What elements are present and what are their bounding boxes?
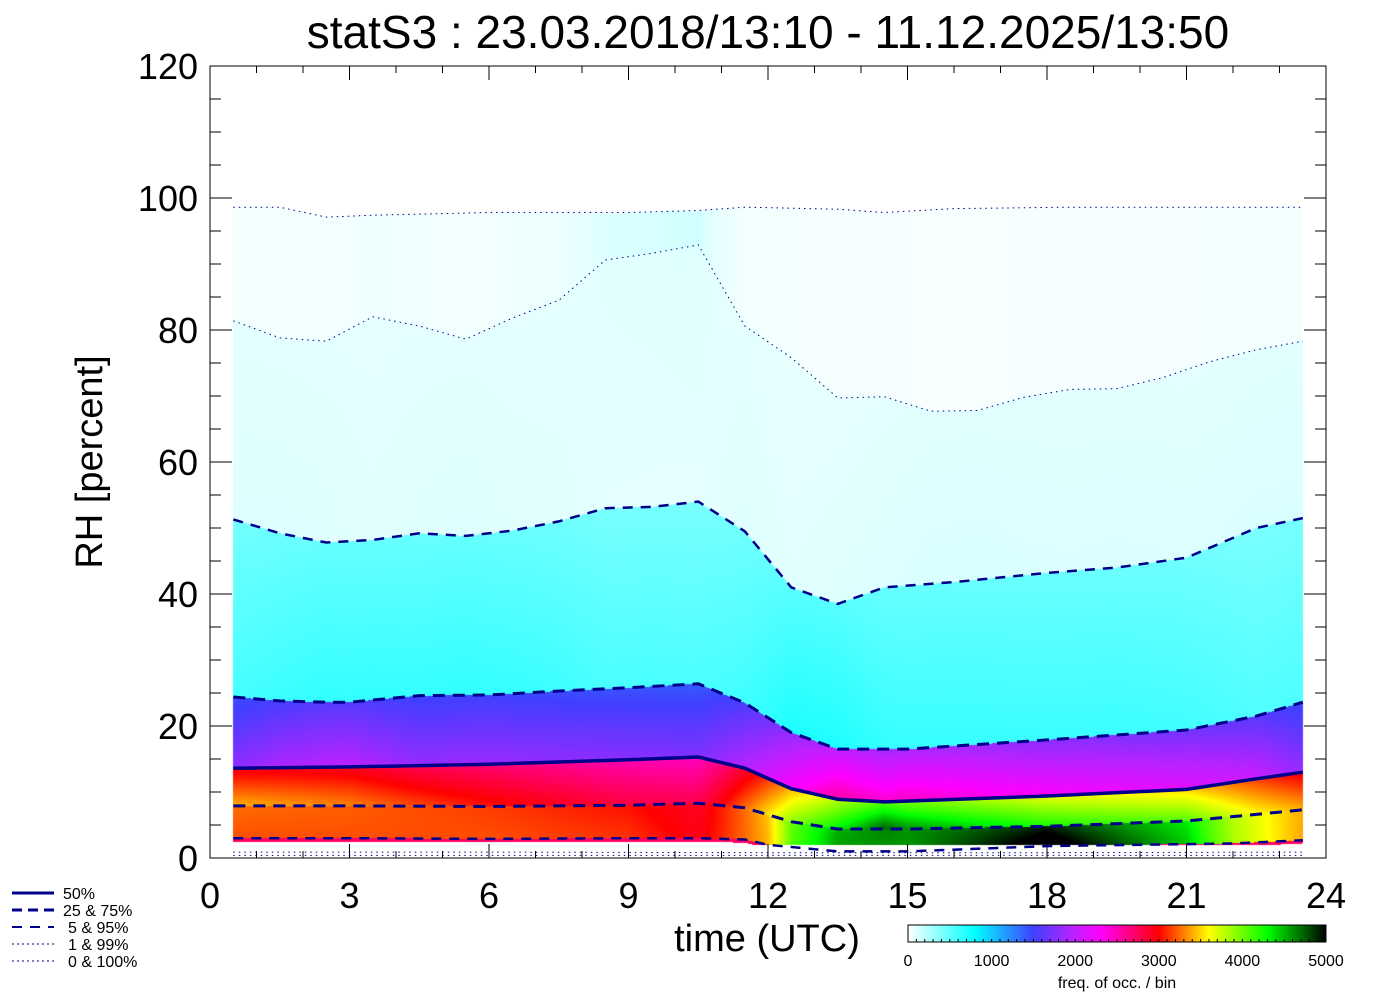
y-axis-label: RH [percent] bbox=[69, 355, 111, 568]
colorbar-tick-label: 4000 bbox=[1225, 953, 1261, 970]
x-axis-label: time (UTC) bbox=[674, 918, 860, 960]
legend-label: 0 & 100% bbox=[68, 954, 137, 971]
legend-label: 25 & 75% bbox=[63, 903, 132, 920]
x-tick-label: 24 bbox=[1306, 875, 1346, 916]
x-tick-label: 9 bbox=[618, 875, 638, 916]
y-tick-label: 40 bbox=[158, 574, 198, 615]
x-tick-label: 6 bbox=[479, 875, 499, 916]
x-tick-label: 15 bbox=[887, 875, 927, 916]
colorbar-tick-label: 5000 bbox=[1308, 953, 1344, 970]
percentile-line-100pct bbox=[233, 206, 1303, 218]
frequency-heatmap bbox=[210, 66, 1326, 858]
colorbar-label: freq. of occ. / bin bbox=[1058, 975, 1176, 992]
x-tick-label: 21 bbox=[1166, 875, 1206, 916]
legend-label: 50% bbox=[63, 886, 95, 903]
y-tick-label: 0 bbox=[178, 838, 198, 879]
y-tick-label: 20 bbox=[158, 706, 198, 747]
y-tick-label: 100 bbox=[138, 178, 198, 219]
legend-label: 1 & 99% bbox=[68, 937, 128, 954]
percentile-line-99pct bbox=[233, 244, 1303, 412]
colorbar-tick-label: 2000 bbox=[1057, 953, 1093, 970]
colorbar-tick-label: 3000 bbox=[1141, 953, 1177, 970]
x-tick-label: 12 bbox=[748, 875, 788, 916]
y-tick-label: 80 bbox=[158, 310, 198, 351]
percentile-line-75pct bbox=[233, 682, 1304, 751]
x-tick-label: 0 bbox=[200, 875, 220, 916]
percentile-line-95pct bbox=[232, 500, 1304, 606]
x-tick-label: 18 bbox=[1027, 875, 1067, 916]
percentile-line-5pct bbox=[233, 836, 1303, 853]
colorbar-tick-label: 0 bbox=[904, 953, 913, 970]
percentile-line-25pct bbox=[233, 801, 1303, 831]
colorbar-tick-label: 1000 bbox=[974, 953, 1010, 970]
percentile-line-50pct bbox=[233, 755, 1304, 804]
y-tick-label: 60 bbox=[158, 442, 198, 483]
percentile-line-1pct bbox=[233, 851, 1303, 854]
x-tick-label: 3 bbox=[339, 875, 359, 916]
chart-title: statS3 : 23.03.2018/13:10 - 11.12.2025/1… bbox=[307, 6, 1229, 58]
plot-frame bbox=[209, 65, 1327, 859]
y-tick-label: 120 bbox=[138, 46, 198, 87]
legend-label: 5 & 95% bbox=[68, 920, 128, 937]
